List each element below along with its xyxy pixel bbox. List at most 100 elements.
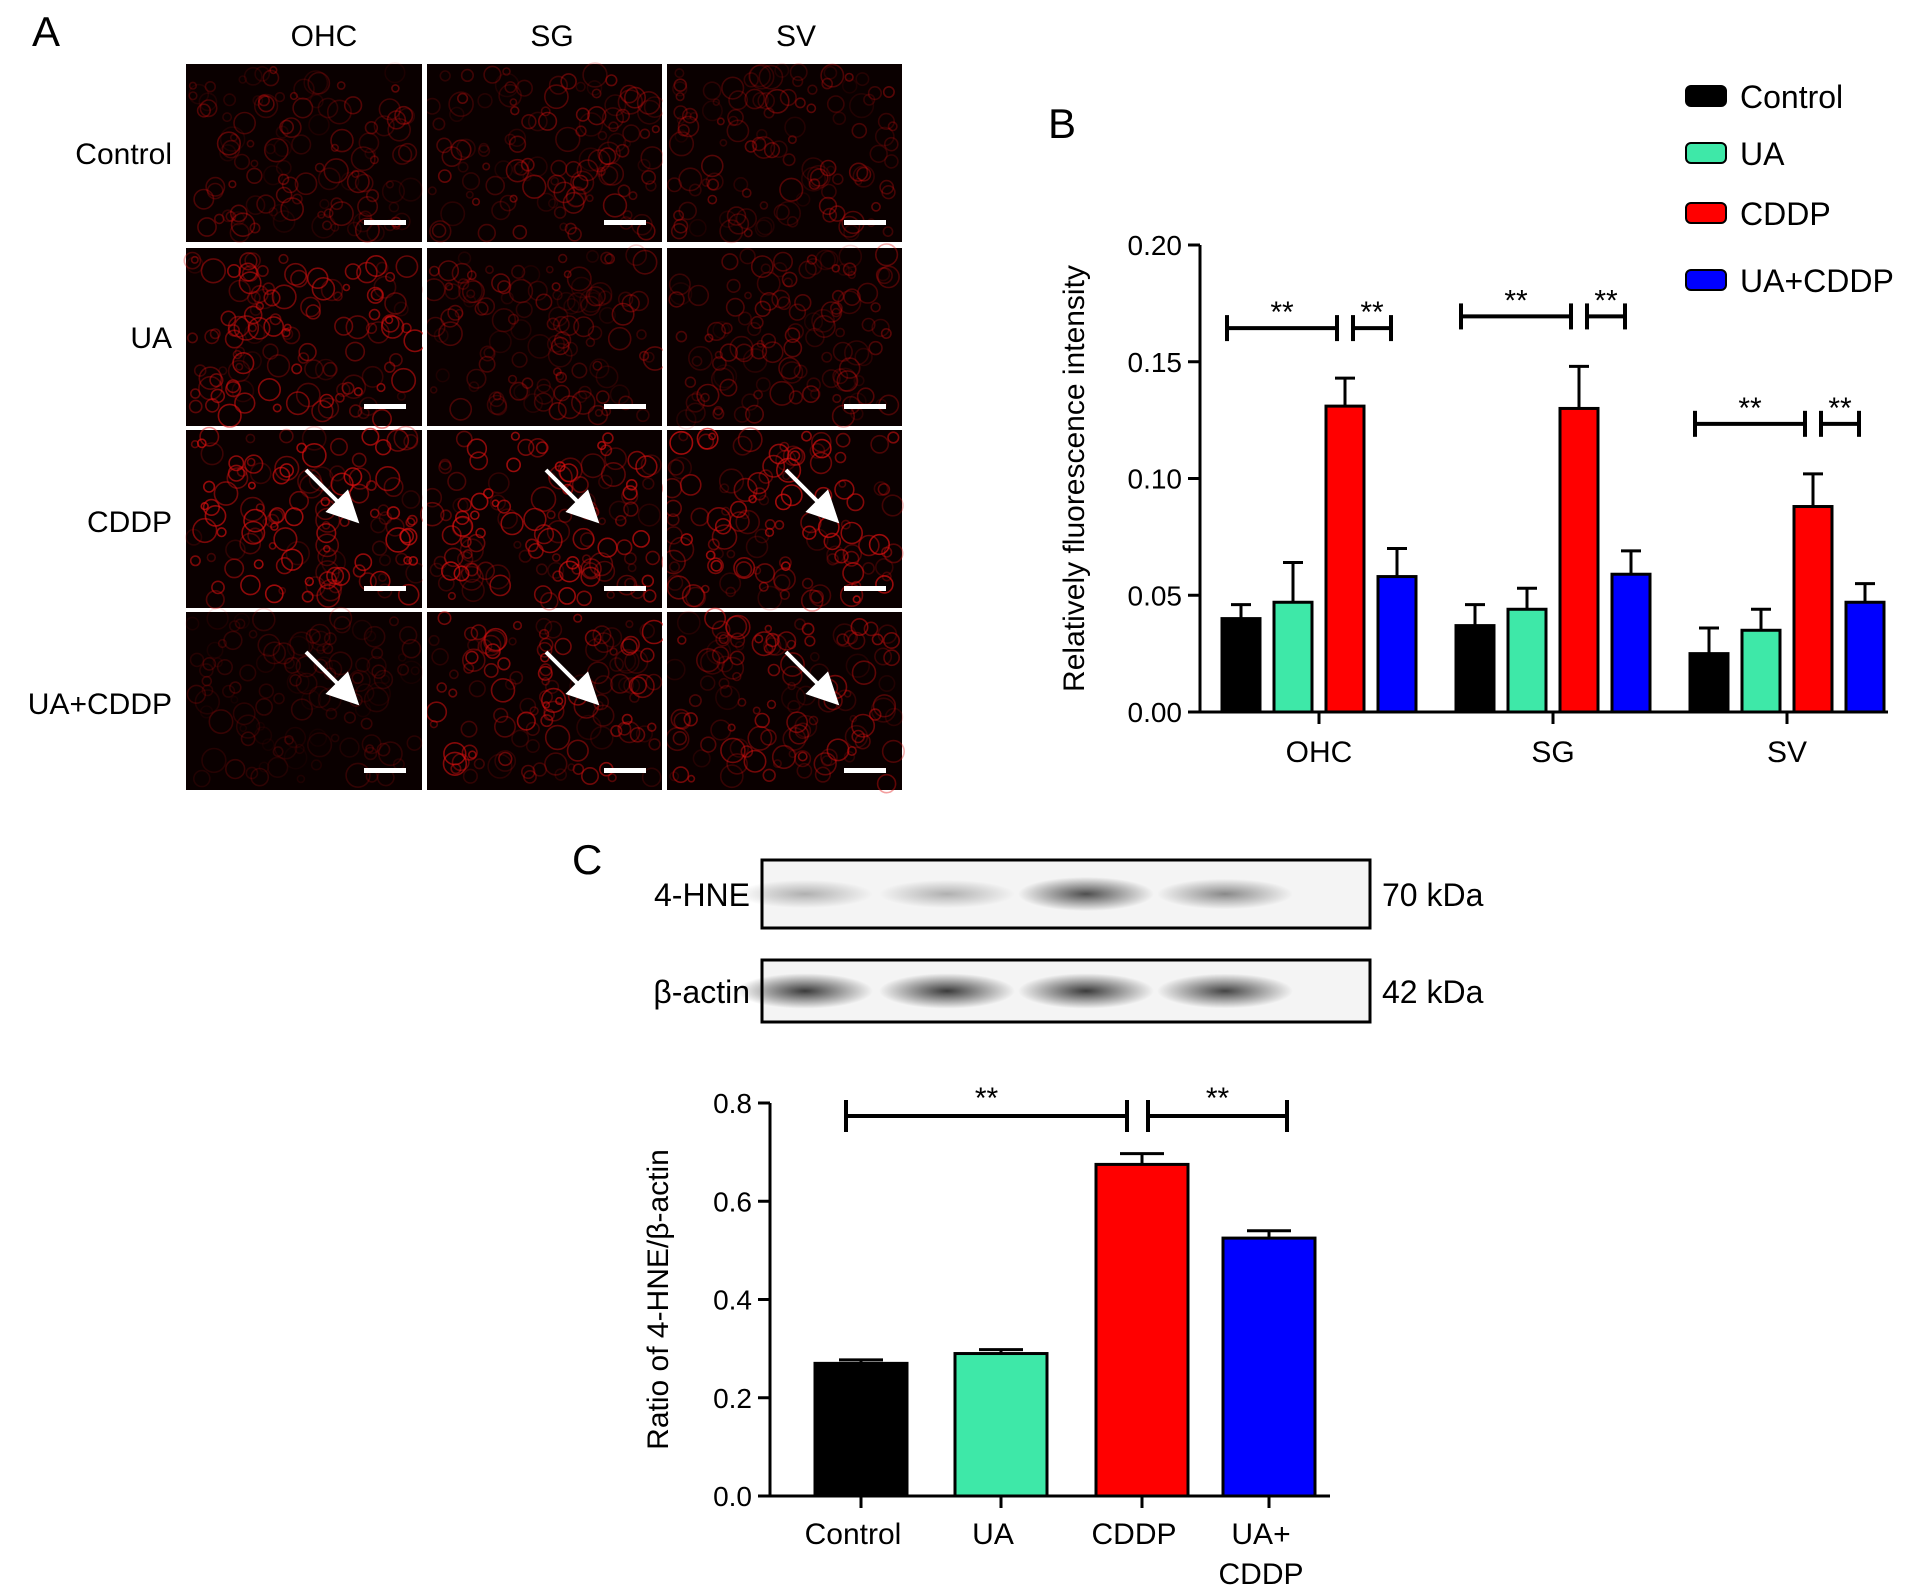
cell-signal (339, 737, 360, 758)
cell-signal (222, 684, 236, 698)
cell-signal (846, 493, 865, 512)
cell-signal (457, 550, 474, 568)
cell-signal (548, 464, 573, 490)
cell-signal (618, 720, 641, 744)
cell-signal (234, 618, 246, 630)
significance-label: ** (975, 1082, 999, 1115)
cell-signal (317, 397, 340, 419)
x-tick-label: SV (1767, 736, 1807, 769)
cell-signal (810, 590, 824, 604)
cell-signal (493, 715, 516, 738)
cell-signal (737, 697, 747, 707)
cell-signal (639, 622, 656, 639)
cell-signal (500, 291, 514, 305)
cell-signal (675, 91, 685, 102)
cell-signal (542, 701, 551, 709)
cell-signal (565, 160, 582, 178)
cell-signal (275, 159, 292, 176)
cell-signal (263, 137, 289, 163)
cell-signal (809, 168, 829, 187)
cell-signal (718, 210, 737, 228)
cell-signal (213, 481, 239, 506)
cell-signal (438, 460, 453, 475)
cell-signal (467, 638, 481, 652)
cell-signal (788, 724, 810, 745)
cell-signal (268, 207, 278, 217)
cell-signal (797, 751, 808, 762)
cell-signal (673, 78, 688, 92)
cell-signal (444, 282, 454, 291)
cell-signal (443, 547, 464, 568)
cell-signal (340, 171, 360, 191)
cell-signal (739, 248, 756, 265)
cell-signal (365, 322, 378, 334)
cell-signal (677, 115, 700, 138)
cell-signal (209, 373, 224, 388)
cell-signal (615, 143, 630, 158)
cell-signal (346, 170, 370, 194)
bar (1740, 628, 1782, 714)
cell-signal (767, 663, 781, 677)
cell-signal (668, 273, 691, 296)
cell-signal (330, 222, 340, 232)
cell-signal (593, 560, 616, 582)
cell-signal (572, 763, 585, 776)
cell-signal (304, 576, 314, 587)
cell-signal (457, 161, 469, 173)
cell-signal (363, 746, 378, 761)
arrow-annotation (784, 650, 840, 706)
cell-signal (720, 737, 746, 764)
cell-signal (750, 255, 774, 279)
cell-signal (789, 450, 801, 462)
cell-signal (243, 508, 268, 533)
cell-signal (887, 431, 900, 444)
cell-signal (486, 394, 507, 415)
cell-signal (225, 758, 246, 780)
cell-signal (719, 378, 738, 397)
cell-signal (525, 538, 539, 553)
cell-signal (831, 404, 856, 428)
cell-signal (466, 289, 476, 299)
cell-signal (527, 111, 548, 132)
micrograph-background (186, 248, 422, 426)
cell-signal (555, 696, 564, 706)
cell-signal (641, 767, 662, 788)
cell-signal (223, 93, 237, 107)
cell-signal (688, 183, 702, 197)
cell-signal (819, 159, 837, 177)
cell-signal (553, 384, 571, 402)
cell-signal (788, 390, 804, 405)
cell-signal (530, 486, 557, 513)
cell-signal (513, 540, 522, 550)
cell-signal (295, 672, 318, 695)
cell-signal (826, 165, 836, 175)
cell-signal (373, 115, 395, 137)
cell-signal (457, 92, 469, 104)
cell-signal (610, 673, 631, 694)
micrograph-tile (185, 425, 427, 610)
cell-signal (309, 93, 324, 109)
cell-signal (291, 193, 303, 205)
cell-signal (188, 81, 197, 90)
cell-signal (832, 368, 849, 385)
cell-signal (752, 487, 767, 501)
cell-signal (535, 617, 553, 635)
cell-signal (643, 351, 655, 363)
cell-signal (521, 377, 534, 390)
cell-signal (264, 143, 276, 155)
cell-signal (587, 149, 611, 173)
cell-signal (537, 111, 558, 131)
cell-signal (843, 224, 860, 241)
cell-signal (498, 751, 513, 767)
cell-signal (513, 383, 531, 401)
cell-signal (696, 383, 720, 407)
cell-signal (225, 381, 242, 398)
cell-signal (209, 328, 221, 340)
cell-signal (398, 107, 415, 125)
cell-signal (821, 351, 833, 363)
cell-signal (853, 375, 865, 387)
micrograph-tile (663, 607, 906, 794)
cell-signal (289, 673, 302, 687)
cell-signal (835, 432, 851, 448)
cell-signal (640, 454, 662, 476)
